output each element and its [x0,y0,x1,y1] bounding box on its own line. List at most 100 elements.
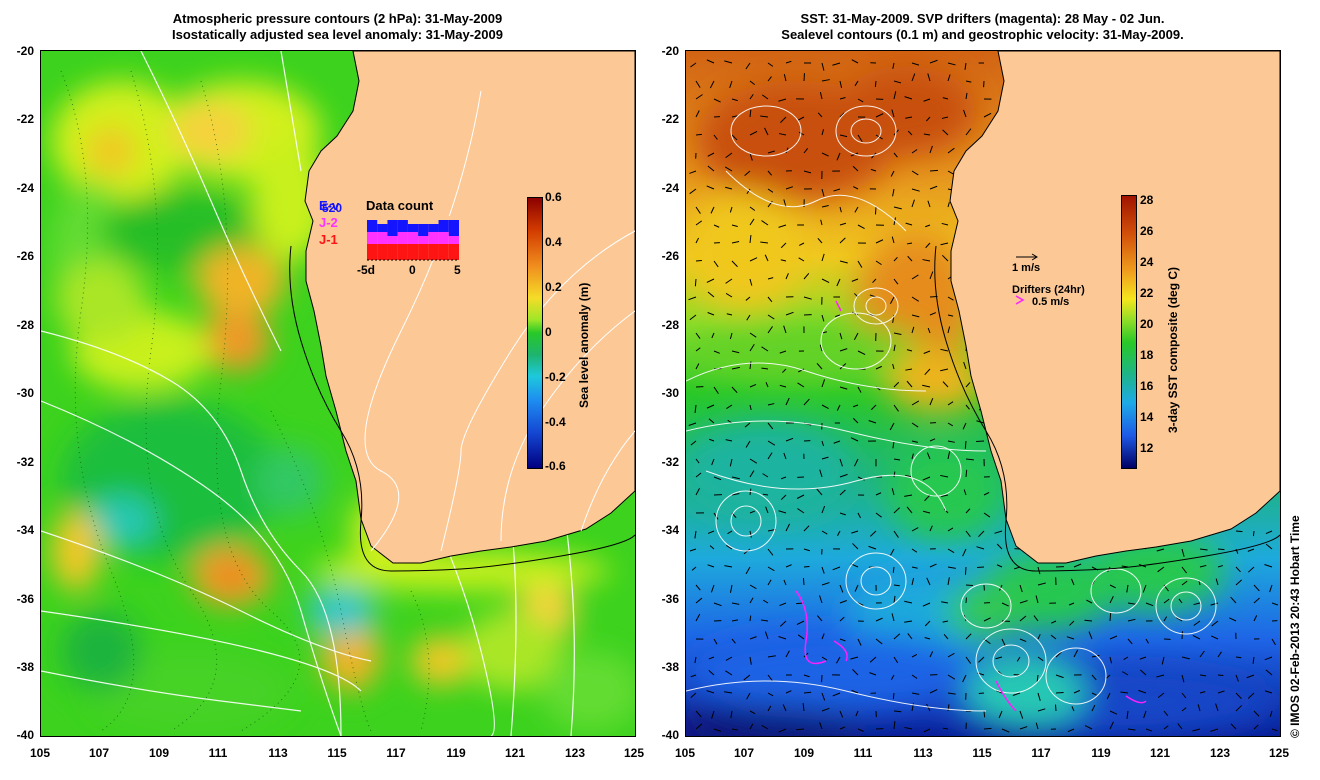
velocity-arrow [785,690,792,694]
velocity-arrow [713,134,718,140]
velocity-arrow [965,656,972,664]
velocity-arrow [821,152,829,157]
velocity-arrow [929,651,934,658]
velocity-arrow [1253,710,1260,717]
velocity-arrow [839,710,844,718]
velocity-arrow [821,314,825,322]
drifter-speed-label: 0.5 m/s [1032,296,1070,308]
velocity-arrow [1073,649,1079,658]
velocity-arrow [783,325,787,334]
velocity-arrow [1126,710,1129,719]
velocity-arrow [869,530,877,537]
velocity-arrow [749,530,752,538]
velocity-arrow [730,710,733,719]
velocity-arrow [749,404,752,411]
velocity-arrow [727,530,733,535]
velocity-arrow [922,259,931,262]
right-ytick: -38 [661,660,679,674]
velocity-arrow [1163,710,1169,717]
velocity-arrow [707,152,715,157]
velocity-arrow [821,566,825,574]
velocity-arrow [767,326,773,334]
velocity-arrow [765,382,769,388]
velocity-arrow [713,98,721,103]
velocity-arrow [893,332,902,336]
velocity-arrow [690,440,697,446]
left-ytick: -38 [16,660,34,674]
velocity-arrow [821,456,829,460]
velocity-arrow [1084,619,1093,622]
velocity-arrow [998,710,1003,719]
left-xtick: 113 [268,746,288,760]
velocity-arrow [779,602,787,607]
right-title: SST: 31-May-2009. SVP drifters (magenta)… [685,11,1280,43]
velocity-arrow [911,527,919,532]
velocity-arrow [907,130,913,136]
left-cb-tick-4: -0.2 [545,370,566,384]
velocity-arrow [965,458,974,461]
velocity-arrow [947,74,951,82]
velocity-arrow [836,656,841,664]
velocity-arrow [836,530,841,537]
velocity-arrow [923,350,931,354]
velocity-arrow [1264,564,1273,568]
velocity-arrow [1073,689,1081,694]
velocity-arrow [725,186,733,190]
left-ytick: -22 [16,112,34,126]
inset-label-j2: J-2 [319,215,338,230]
velocity-arrow [749,615,752,622]
velocity-arrow [726,404,733,409]
velocity-arrow [785,186,794,190]
velocity-arrow [749,361,752,370]
velocity-arrow [1145,638,1149,644]
velocity-arrow [1109,596,1114,604]
velocity-arrow [731,619,739,622]
velocity-arrow [799,242,805,246]
velocity-arrow [874,80,877,87]
velocity-arrow [749,597,754,604]
velocity-arrow [803,296,812,300]
velocity-arrow [725,670,733,676]
velocity-arrow [767,188,774,193]
velocity-arrow [1181,566,1187,574]
velocity-arrow [976,546,985,550]
velocity-arrow [749,710,756,715]
velocity-arrow [872,278,877,284]
right-cb-tick-2: 24 [1140,255,1154,269]
velocity-arrow [1246,674,1255,679]
velocity-arrow [1247,692,1255,699]
velocity-arrow [706,278,715,283]
velocity-arrow [689,314,697,321]
velocity-arrow [889,422,895,431]
right-ytick: -32 [661,455,679,469]
velocity-arrow [893,595,896,604]
velocity-arrow [965,382,971,388]
velocity-arrow [911,400,920,406]
velocity-arrow [767,76,772,82]
velocity-arrow [962,548,967,557]
velocity-arrow [764,631,769,640]
inset-bar-e-v [428,224,439,232]
velocity-arrow [731,366,740,370]
velocity-arrow [761,220,769,226]
velocity-arrow [852,669,859,676]
velocity-arrow [749,235,752,244]
velocity-arrow [994,530,1003,534]
velocity-arrow [893,206,902,210]
velocity-arrow [926,577,931,586]
velocity-arrow [1109,710,1118,715]
velocity-arrow [851,59,859,64]
velocity-arrow [911,566,918,569]
left-cb-label: Sea level anomaly (m) [577,282,591,408]
velocity-arrow [1157,566,1165,573]
velocity-arrow [1217,565,1224,568]
velocity-arrow [947,147,955,154]
velocity-arrow [911,188,920,192]
velocity-arrow [782,704,787,712]
velocity-arrow [889,296,895,304]
velocity-arrow [983,617,991,622]
inset-xtick-0: -5d [357,263,375,277]
velocity-arrow [851,689,859,694]
velocity-arrow [745,296,751,301]
velocity-arrow [1265,530,1273,535]
